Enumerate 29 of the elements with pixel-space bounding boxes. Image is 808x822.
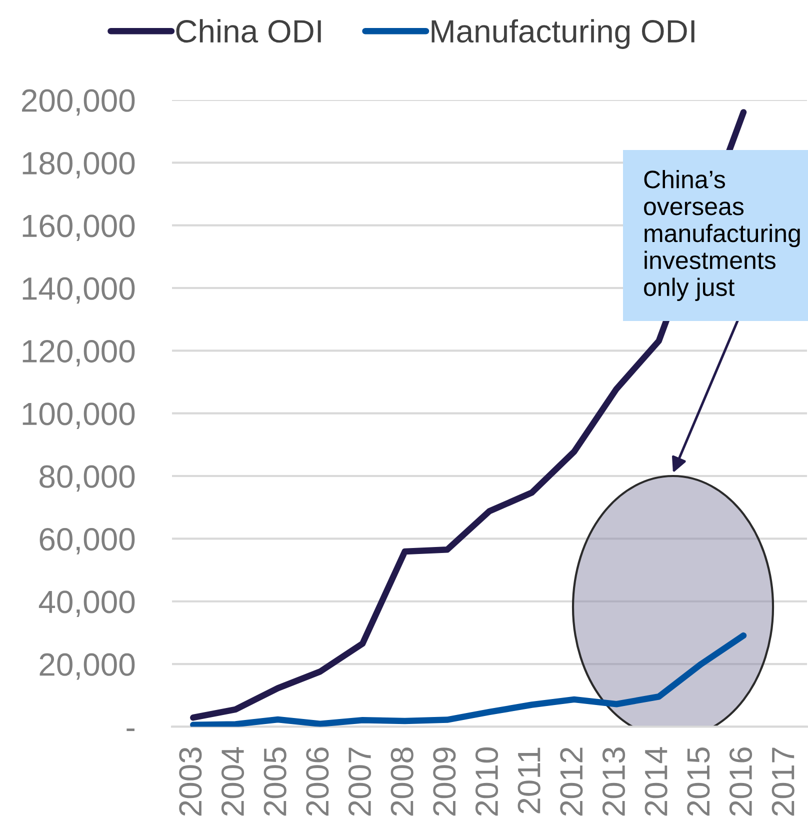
x-tick-label: 2016	[729, 748, 752, 816]
x-tick-label: 2010	[475, 747, 498, 816]
x-tick-label: 2003	[179, 748, 202, 816]
x-tick-label: 2006	[306, 748, 329, 816]
x-tick-label: 2009	[433, 748, 456, 816]
x-tick-label: 2014	[644, 747, 668, 816]
y-tick-label: -	[126, 728, 134, 732]
x-tick-label: 2011	[518, 748, 540, 814]
annotation: China’s overseas manufacturing investments only just	[644, 170, 800, 302]
x-tick-label: 2013	[602, 748, 626, 816]
y-tick-label: 140,000	[22, 277, 135, 304]
x-tick-label: 2008	[390, 748, 414, 816]
x-tick-label: 2007	[348, 748, 372, 816]
y-tick-label: 40,000	[38, 590, 135, 618]
x-tick-label: 2004	[221, 747, 244, 816]
legend-label: China ODI	[176, 19, 321, 43]
x-tick-label: 2017	[772, 748, 794, 816]
y-tick-label: 120,000	[22, 340, 135, 366]
x-tick-label: 2005	[264, 747, 286, 816]
y-tick-label: 100,000	[22, 402, 135, 430]
y-tick-label: 160,000	[22, 214, 135, 242]
legend-label: Manufacturing ODI	[432, 19, 694, 49]
y-tick-label: 20,000	[40, 653, 135, 680]
x-tick-label: 2012	[560, 748, 583, 816]
x-tick-label: 2015	[687, 747, 710, 816]
y-tick-label: 180,000	[22, 152, 135, 178]
y-tick-label: 200,000	[22, 89, 135, 116]
y-tick-label: 80,000	[40, 465, 135, 492]
y-tick-label: 60,000	[40, 528, 135, 554]
